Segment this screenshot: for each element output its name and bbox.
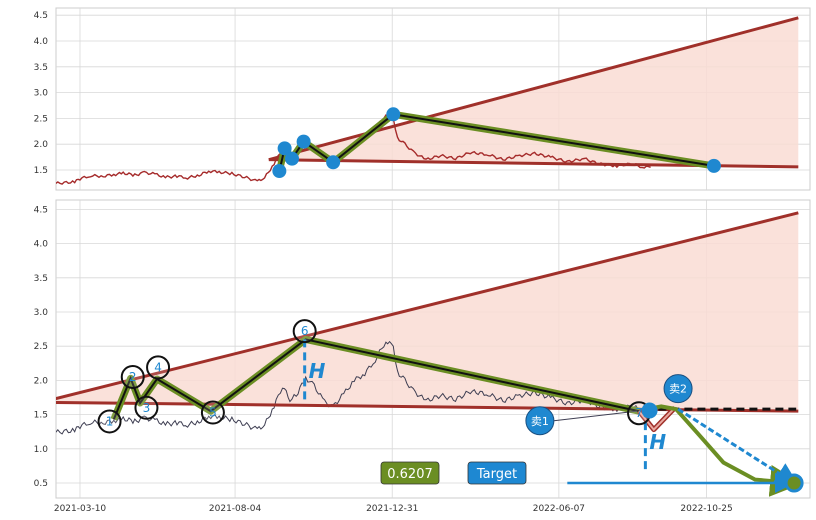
height-marker-label: H xyxy=(649,430,666,454)
top-upper-trendline xyxy=(268,16,799,162)
target-badge-text: Target xyxy=(476,467,517,482)
top-y-ticks: 1.5 2.0 2.5 3.0 3.5 4.0 4.5 xyxy=(34,11,49,176)
bottom-grid xyxy=(56,200,810,498)
pattern-point-label: 4 xyxy=(154,360,162,374)
bottom-y-tick-label: 4.0 xyxy=(34,240,49,250)
pattern-point-label: 6 xyxy=(301,324,309,338)
top-y-tick-label: 3.5 xyxy=(34,63,48,73)
pivot-7-blue-dot xyxy=(641,402,658,419)
sell-2-projection-line xyxy=(677,407,800,487)
top-pivot-marker xyxy=(272,164,287,179)
pattern-point-circle xyxy=(200,400,225,425)
target-badge: Target xyxy=(467,461,527,485)
sell-point-marker xyxy=(525,406,555,436)
x-tick-label: 2021-03-10 xyxy=(54,504,107,514)
top-y-tick-label: 2.5 xyxy=(34,114,48,124)
top-y-tick-label: 2.0 xyxy=(34,140,49,150)
pattern-point-circle xyxy=(97,409,122,434)
pattern-point-circle xyxy=(134,395,159,420)
x-tick-label: 2021-12-31 xyxy=(366,504,418,514)
bottom-panel: 0.51.01.52.02.53.03.54.04.5 2021-03-10 20… xyxy=(34,199,811,514)
top-pivot-marker xyxy=(285,151,300,166)
x-tick-label: 2022-10-25 xyxy=(680,504,732,514)
x-axis-ticks: 2021-03-10 2021-08-04 2021-12-31 2022-06-07… xyxy=(54,504,733,514)
target-point xyxy=(784,473,804,493)
height-marker-label: H xyxy=(309,359,326,383)
bottom-y-tick-label: 3.5 xyxy=(34,274,48,284)
sell-point-markers: 卖1 卖2 xyxy=(525,374,693,436)
top-y-tick-label: 4.0 xyxy=(34,37,49,47)
bottom-y-tick-label: 3.0 xyxy=(34,308,49,318)
pattern-point-circle xyxy=(292,319,317,344)
top-pivot-marker xyxy=(296,134,311,149)
sell-point-label: 卖2 xyxy=(669,383,687,396)
bottom-triangle-fill xyxy=(56,212,799,412)
pattern-point-label: 7 xyxy=(635,406,643,420)
top-y-tick-label: 4.5 xyxy=(34,11,48,21)
pattern-point-circle xyxy=(146,355,171,380)
bottom-price-line xyxy=(56,340,651,435)
bottom-y-tick-label: 2.0 xyxy=(34,376,49,386)
top-pivot-marker xyxy=(277,141,292,156)
pattern-point-label: 2 xyxy=(129,370,137,384)
bottom-y-tick-label: 1.0 xyxy=(34,445,49,455)
dip-path-inner xyxy=(638,407,676,432)
top-pivot-markers xyxy=(272,107,721,179)
x-tick-label: 2021-08-04 xyxy=(209,504,262,514)
top-pivot-marker xyxy=(386,107,401,122)
height-markers: HH xyxy=(303,339,666,473)
bottom-y-ticks: 0.5 1.0 1.5 2.0 2.5 3.0 3.5 4.0 4.5 xyxy=(34,205,49,489)
pattern-point-label: 5 xyxy=(209,406,217,420)
top-y-tick-label: 1.5 xyxy=(34,166,48,176)
top-pivot-marker xyxy=(706,158,721,173)
bottom-upper-trendline xyxy=(56,211,799,401)
bottom-y-tick-label: 1.5 xyxy=(34,411,48,421)
bottom-y-tick-label: 0.5 xyxy=(34,479,48,489)
sell-point-marker xyxy=(663,374,693,404)
pattern-point-label: 1 xyxy=(106,414,114,428)
bottom-y-tick-label: 4.5 xyxy=(34,205,48,215)
x-tick-label: 2022-06-07 xyxy=(533,504,585,514)
ratio-badge: 0.6207 xyxy=(380,461,440,485)
top-y-tick-label: 3.0 xyxy=(34,89,49,99)
bottom-y-tick-label: 2.5 xyxy=(34,342,48,352)
pattern-point-label: 3 xyxy=(143,401,151,415)
ratio-badge-text: 0.6207 xyxy=(387,467,433,482)
top-triangle-fill xyxy=(268,17,799,167)
sell-1-connector xyxy=(553,410,637,422)
sell-point-label: 卖1 xyxy=(531,415,549,428)
top-panel: 1.5 2.0 2.5 3.0 3.5 4.0 4.5 xyxy=(34,7,811,191)
pattern-point-labels: 1 2 3 4 5 6 7 xyxy=(97,319,652,434)
projection-path xyxy=(647,404,803,497)
top-pivot-marker xyxy=(326,155,341,170)
top-grid xyxy=(56,8,810,190)
pattern-point-circle xyxy=(120,364,145,389)
